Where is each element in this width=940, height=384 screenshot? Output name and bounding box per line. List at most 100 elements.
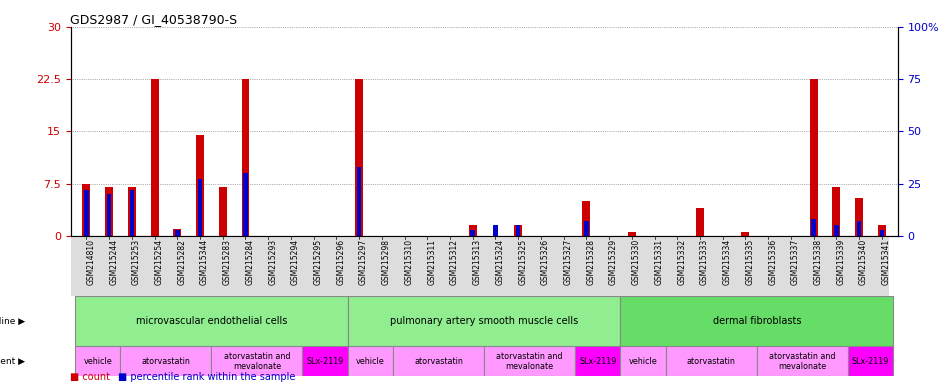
Bar xyxy=(150,79,159,236)
Text: GSM215253: GSM215253 xyxy=(132,239,141,285)
Text: GDS2987 / GI_40538790-S: GDS2987 / GI_40538790-S xyxy=(70,13,238,26)
Text: microvascular endothelial cells: microvascular endothelial cells xyxy=(135,316,287,326)
Text: GSM215341: GSM215341 xyxy=(882,239,891,285)
Bar xyxy=(620,346,666,376)
Text: GSM215335: GSM215335 xyxy=(745,239,755,285)
Bar xyxy=(811,219,816,236)
Text: GSM215283: GSM215283 xyxy=(223,239,232,285)
Bar xyxy=(212,346,303,376)
Text: GSM215298: GSM215298 xyxy=(382,239,391,285)
Bar xyxy=(494,225,498,236)
Bar xyxy=(470,230,475,236)
Bar xyxy=(348,296,620,346)
Text: GSM215331: GSM215331 xyxy=(654,239,664,285)
Text: GSM215325: GSM215325 xyxy=(518,239,527,285)
Text: SLx-2119: SLx-2119 xyxy=(306,357,344,366)
Bar xyxy=(514,225,522,236)
Bar xyxy=(130,190,134,236)
Text: GSM215324: GSM215324 xyxy=(495,239,505,285)
Text: atorvastatin and
mevalonate: atorvastatin and mevalonate xyxy=(769,352,836,371)
Text: GSM215334: GSM215334 xyxy=(723,239,731,285)
Text: ■ count: ■ count xyxy=(70,372,111,382)
Bar xyxy=(128,187,136,236)
Text: SLx-2119: SLx-2119 xyxy=(579,357,617,366)
Text: GSM215254: GSM215254 xyxy=(154,239,164,285)
Text: agent ▶: agent ▶ xyxy=(0,357,25,366)
Bar xyxy=(757,346,848,376)
Text: atorvastatin: atorvastatin xyxy=(142,357,191,366)
Text: GSM215310: GSM215310 xyxy=(404,239,414,285)
Text: GSM215336: GSM215336 xyxy=(768,239,777,285)
Text: GSM215328: GSM215328 xyxy=(587,239,595,285)
Text: GSM215313: GSM215313 xyxy=(473,239,481,285)
Bar xyxy=(856,221,861,236)
Text: GSM215327: GSM215327 xyxy=(564,239,572,285)
Text: GSM215294: GSM215294 xyxy=(291,239,300,285)
Bar xyxy=(832,187,840,236)
Bar xyxy=(75,296,348,346)
Text: vehicle: vehicle xyxy=(84,357,112,366)
Text: GSM215295: GSM215295 xyxy=(314,239,322,285)
Text: GSM215293: GSM215293 xyxy=(268,239,277,285)
Bar xyxy=(516,225,521,236)
Bar xyxy=(848,346,893,376)
Bar xyxy=(628,232,635,236)
Text: GSM215244: GSM215244 xyxy=(109,239,118,285)
Bar xyxy=(243,173,248,236)
Text: SLx-2119: SLx-2119 xyxy=(852,357,889,366)
Bar xyxy=(878,225,885,236)
Bar xyxy=(197,179,202,236)
Text: vehicle: vehicle xyxy=(356,357,384,366)
Text: GSM215282: GSM215282 xyxy=(178,239,186,285)
Bar xyxy=(107,194,112,236)
Bar xyxy=(75,346,120,376)
Bar xyxy=(393,346,484,376)
Bar xyxy=(584,221,588,236)
Bar xyxy=(219,187,227,236)
Text: vehicle: vehicle xyxy=(629,357,658,366)
Text: GSM215339: GSM215339 xyxy=(837,239,845,285)
Bar xyxy=(105,187,113,236)
Text: GSM215297: GSM215297 xyxy=(359,239,368,285)
Text: atorvastatin and
mevalonate: atorvastatin and mevalonate xyxy=(224,352,290,371)
Bar xyxy=(348,346,393,376)
Text: GSM215311: GSM215311 xyxy=(428,239,436,285)
Text: GSM215333: GSM215333 xyxy=(700,239,709,285)
Text: GSM215337: GSM215337 xyxy=(791,239,800,285)
Bar xyxy=(880,230,884,236)
Text: GSM215330: GSM215330 xyxy=(632,239,641,285)
Bar xyxy=(620,296,893,346)
Bar xyxy=(742,232,749,236)
Text: GSM214810: GSM214810 xyxy=(86,239,95,285)
Bar xyxy=(173,229,181,236)
Text: atorvastatin and
mevalonate: atorvastatin and mevalonate xyxy=(496,352,563,371)
Text: atorvastatin: atorvastatin xyxy=(687,357,736,366)
Bar xyxy=(696,208,704,236)
Text: GSM215329: GSM215329 xyxy=(609,239,619,285)
Bar xyxy=(357,167,361,236)
Bar xyxy=(83,184,90,236)
Bar xyxy=(242,79,249,236)
Text: GSM215296: GSM215296 xyxy=(337,239,345,285)
Text: ■ percentile rank within the sample: ■ percentile rank within the sample xyxy=(118,372,295,382)
Bar xyxy=(583,201,590,236)
Text: GSM215340: GSM215340 xyxy=(859,239,868,285)
Text: GSM215326: GSM215326 xyxy=(540,239,550,285)
Bar xyxy=(666,346,757,376)
Bar xyxy=(809,79,818,236)
Text: dermal fibroblasts: dermal fibroblasts xyxy=(713,316,801,326)
Bar xyxy=(120,346,212,376)
Text: GSM215284: GSM215284 xyxy=(245,239,255,285)
Bar xyxy=(196,135,204,236)
Text: cell line ▶: cell line ▶ xyxy=(0,316,25,326)
Text: pulmonary artery smooth muscle cells: pulmonary artery smooth muscle cells xyxy=(390,316,578,326)
Text: GSM215344: GSM215344 xyxy=(200,239,209,285)
Bar xyxy=(175,230,180,236)
Bar xyxy=(484,346,575,376)
Bar xyxy=(355,79,363,236)
Text: GSM215332: GSM215332 xyxy=(677,239,686,285)
Text: atorvastatin: atorvastatin xyxy=(415,357,463,366)
Bar xyxy=(303,346,348,376)
Bar xyxy=(834,225,838,236)
Bar xyxy=(855,198,863,236)
